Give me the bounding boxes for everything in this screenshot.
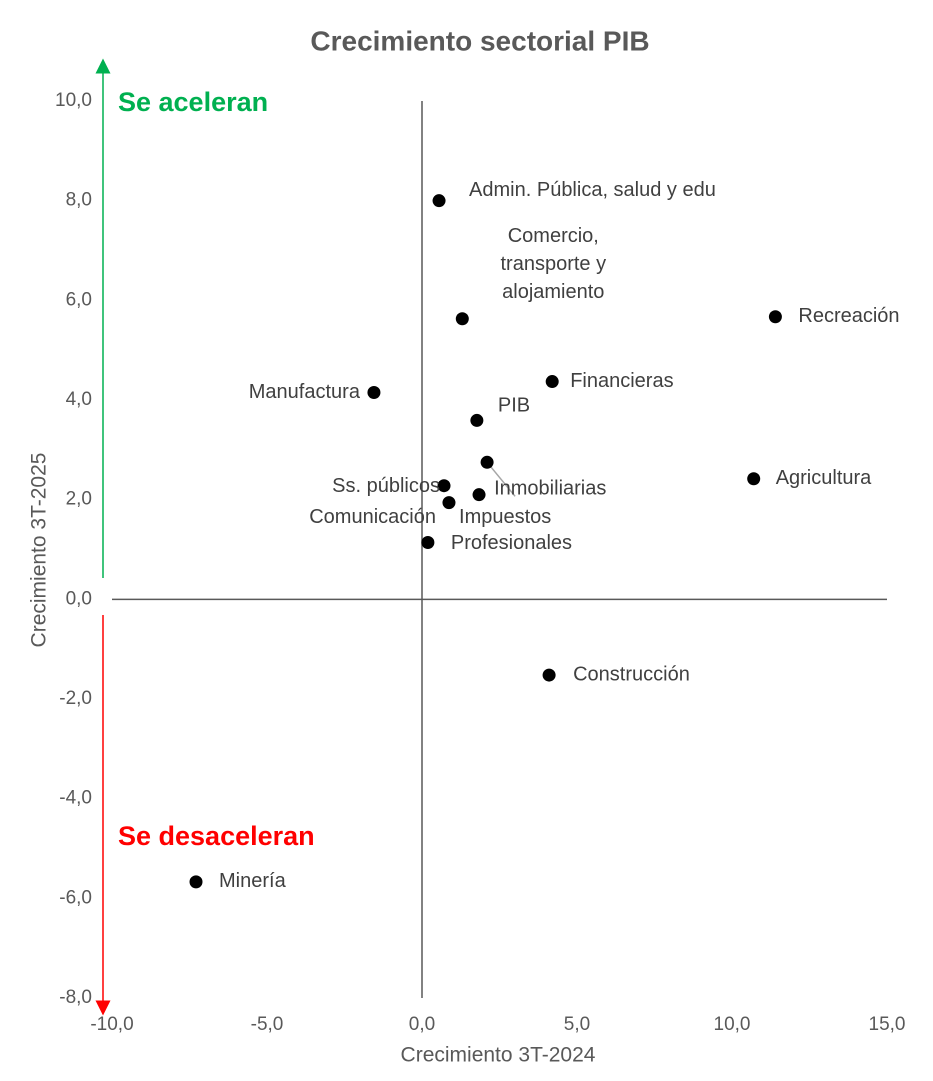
point [747, 472, 761, 486]
annotation: Se desaceleran [118, 821, 315, 851]
x-tick-label: 0,0 [409, 1014, 435, 1035]
point-label: Comercio, [508, 225, 599, 247]
x-tick-label: 10,0 [714, 1014, 751, 1035]
point-label: Construcción [573, 663, 690, 685]
point-label: Comunicación [309, 506, 436, 528]
point-label: Impuestos [459, 506, 551, 528]
y-tick-label: 2,0 [66, 489, 92, 510]
y-tick-label: 8,0 [66, 190, 92, 211]
x-tick-label: 5,0 [564, 1014, 590, 1035]
x-axis-label: Crecimiento 3T-2024 [401, 1044, 596, 1067]
y-tick-label: -4,0 [59, 788, 92, 809]
point [421, 536, 435, 550]
y-tick-label: 0,0 [66, 588, 92, 609]
point [455, 312, 469, 326]
point-label: Financieras [570, 370, 673, 392]
y-tick-label: 4,0 [66, 389, 92, 410]
point-label: alojamiento [502, 281, 604, 303]
point [768, 310, 782, 324]
point-label: Inmobiliarias [494, 478, 606, 500]
point [542, 668, 556, 682]
point-label: Profesionales [451, 532, 572, 554]
point-label: transporte y [500, 253, 606, 275]
annotation: Se aceleran [118, 87, 268, 117]
point-label: Recreación [798, 305, 899, 327]
x-tick-label: 15,0 [869, 1014, 906, 1035]
point [437, 479, 451, 493]
x-tick-label: -5,0 [251, 1014, 284, 1035]
point-label: Manufactura [249, 381, 361, 403]
y-tick-label: -2,0 [59, 688, 92, 709]
point-label: Agricultura [776, 467, 872, 489]
y-tick-label: 6,0 [66, 289, 92, 310]
y-axis-label: Crecimiento 3T-2025 [28, 453, 51, 648]
point [367, 386, 381, 400]
point-label: Minería [219, 870, 287, 892]
point [480, 455, 494, 469]
point [189, 875, 203, 889]
y-tick-label: 10,0 [55, 90, 92, 111]
point [442, 496, 456, 510]
y-tick-label: -8,0 [59, 987, 92, 1008]
point [472, 488, 486, 502]
x-tick-label: -10,0 [90, 1014, 133, 1035]
point-label: PIB [498, 395, 530, 417]
point [545, 375, 559, 389]
point [432, 194, 446, 208]
point-label: Admin. Pública, salud y edu [469, 179, 716, 201]
chart-title: Crecimiento sectorial PIB [310, 25, 649, 56]
point [470, 413, 484, 427]
y-tick-label: -6,0 [59, 887, 92, 908]
leader-line [486, 461, 516, 497]
point-label: Ss. públicos [332, 475, 440, 497]
